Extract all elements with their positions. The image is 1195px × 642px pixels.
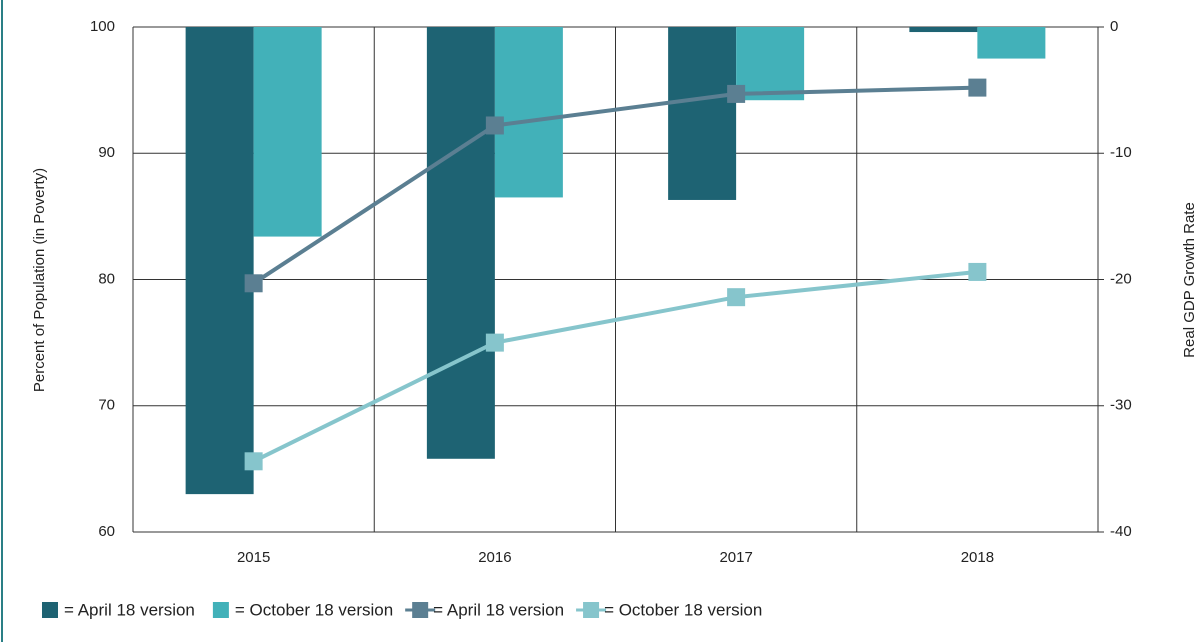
legend-swatch (42, 602, 58, 618)
legend-swatch (583, 602, 600, 618)
x-tick-label: 2017 (719, 549, 752, 566)
line-marker (485, 333, 504, 352)
y-tick-label: 70 (98, 397, 115, 414)
bar (185, 27, 254, 495)
y2-tick-label: -40 (1110, 523, 1132, 540)
y-tick-label: 80 (98, 270, 115, 287)
line-marker (485, 116, 504, 135)
line-marker (968, 262, 987, 281)
x-tick-label: 2016 (478, 549, 511, 566)
x-tick-label: 2015 (237, 549, 270, 566)
line-marker (727, 288, 746, 307)
y-axis-label: Percent of Population (in Poverty) (31, 168, 48, 392)
bar (253, 27, 322, 237)
bar (909, 27, 978, 33)
line-marker (727, 84, 746, 103)
y2-tick-label: -20 (1110, 270, 1132, 287)
y2-tick-label: -10 (1110, 144, 1132, 161)
legend-swatch (212, 602, 229, 618)
y2-tick-label: 0 (1110, 18, 1118, 35)
y-tick-label: 90 (98, 144, 115, 161)
y-tick-label: 60 (98, 523, 115, 540)
line-marker (244, 274, 263, 293)
legend-label: = October 18 version (604, 600, 762, 619)
y2-tick-label: -30 (1110, 397, 1132, 414)
line-marker (244, 452, 263, 471)
legend-label: = April 18 version (64, 600, 195, 619)
legend-label: = October 18 version (235, 600, 393, 619)
bar (736, 27, 805, 101)
legend-swatch (412, 602, 429, 618)
bar (668, 27, 737, 200)
bar (426, 27, 495, 459)
line-marker (968, 78, 987, 97)
x-tick-label: 2018 (961, 549, 994, 566)
legend-label: = April 18 version (433, 600, 564, 619)
y-tick-label: 100 (90, 18, 115, 35)
y2-axis-label: Real GDP Growth Rate (1181, 202, 1195, 358)
bars (185, 27, 1046, 495)
bar (494, 27, 563, 198)
line (252, 269, 978, 464)
lines (244, 78, 987, 471)
line (252, 85, 978, 285)
bar (977, 27, 1046, 59)
